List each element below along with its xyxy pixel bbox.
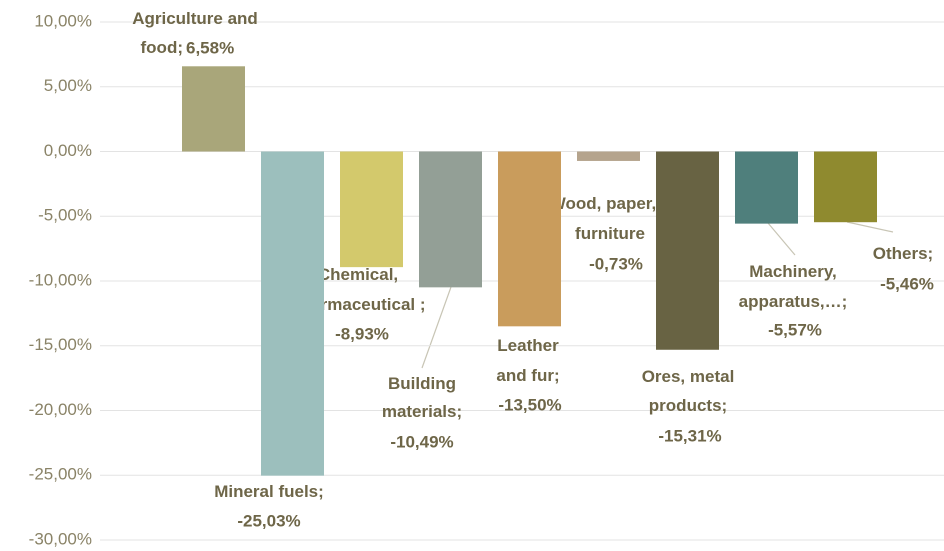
label-line: and fur; [496, 366, 559, 385]
label-line: Chemical, [318, 265, 398, 284]
y-tick-label: -5,00% [38, 206, 92, 225]
bar [814, 151, 877, 223]
data-label-category: Building materials; [382, 374, 462, 421]
bar [182, 66, 245, 152]
bar [577, 151, 640, 161]
label-line: furniture [575, 224, 645, 243]
data-label-value: -5,46% [880, 274, 934, 293]
data-label-value: 6,58% [186, 38, 234, 57]
y-tick-label: -25,00% [29, 465, 92, 484]
leader-line [421, 286, 452, 369]
bar [735, 151, 798, 224]
bar [261, 151, 324, 476]
y-tick-label: 0,00% [44, 141, 92, 160]
label-line: food; [141, 38, 183, 57]
data-label-value: -8,93% [335, 324, 389, 343]
label-line: Others; [873, 244, 933, 263]
data-label-category: Wood, paper, furniture [550, 194, 656, 243]
data-label-category: Others; [873, 244, 933, 263]
data-label-value: -25,03% [237, 511, 300, 530]
data-label-category: Mineral fuels; [214, 482, 324, 501]
label-line: apparatus,…; [739, 292, 848, 311]
bar [656, 151, 719, 350]
data-label-category: Agriculture and food; [132, 9, 258, 57]
bar [419, 151, 482, 288]
data-label-category: Machinery, apparatus,…; [739, 262, 848, 311]
y-tick-label: -10,00% [29, 270, 92, 289]
y-tick-label: -15,00% [29, 335, 92, 354]
y-tick-label: 5,00% [44, 76, 92, 95]
label-line: Agriculture and [132, 9, 258, 28]
y-tick-label: -30,00% [29, 529, 92, 548]
y-tick-label: 10,00% [34, 11, 92, 30]
label-line: Wood, paper, [550, 194, 656, 213]
data-label-category: Ores, metal products; [642, 367, 735, 415]
data-label-value: -10,49% [390, 432, 453, 451]
data-label-value: -5,57% [768, 320, 822, 339]
y-tick-label: -20,00% [29, 400, 92, 419]
data-label-category: Chemical, pharmaceutical ; [290, 265, 425, 314]
data-label-value: -15,31% [658, 426, 721, 445]
data-label-value: -13,50% [498, 395, 561, 414]
label-line: Leather [497, 336, 559, 355]
label-line: Building [388, 374, 456, 393]
leader-line [767, 222, 796, 256]
leader-line [846, 221, 894, 233]
data-label-value: -0,73% [589, 254, 643, 273]
label-line: Mineral fuels; [214, 482, 324, 501]
data-label-category: Leather and fur; [496, 336, 559, 385]
label-line: materials; [382, 402, 462, 421]
label-line: Machinery, [749, 262, 837, 281]
label-line: Ores, metal [642, 367, 735, 386]
bar [340, 151, 403, 268]
label-line: products; [649, 396, 727, 415]
bar [498, 151, 561, 327]
label-line: pharmaceutical ; [290, 295, 425, 314]
